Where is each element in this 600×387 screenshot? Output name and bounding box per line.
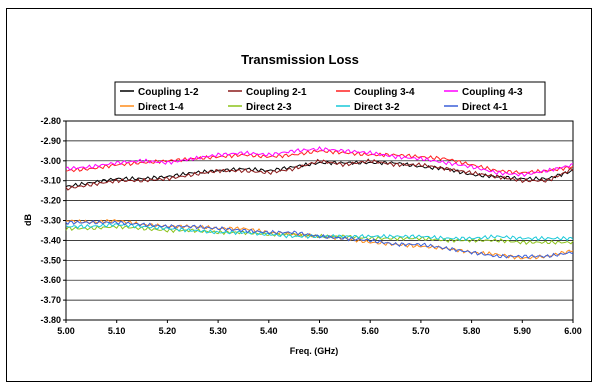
x-tick-label: 5.80	[463, 326, 481, 336]
legend-label: Direct 2-3	[246, 102, 292, 113]
legend-label: Coupling 2-1	[246, 87, 307, 98]
legend-label: Coupling 3-4	[354, 87, 415, 98]
x-tick-label: 5.60	[361, 326, 379, 336]
legend-label: Direct 3-2	[354, 102, 400, 113]
y-tick-label: -2.80	[40, 116, 61, 126]
legend-label: Coupling 4-3	[462, 87, 523, 98]
y-tick-label: -3.80	[40, 315, 61, 325]
series-line-direct-3-2	[65, 222, 574, 242]
chart-title: Transmission Loss	[241, 52, 359, 67]
x-tick-label: 5.00	[57, 326, 75, 336]
x-tick-label: 5.70	[412, 326, 430, 336]
series-line-coupling-3-4	[65, 149, 574, 175]
x-tick-label: 5.40	[260, 326, 278, 336]
series-line-direct-1-4	[65, 218, 574, 260]
legend-label: Coupling 1-2	[138, 87, 199, 98]
series-line-direct-2-3	[65, 224, 574, 245]
y-tick-label: -3.70	[40, 295, 61, 305]
legend-label: Direct 1-4	[138, 102, 184, 113]
legend-label: Direct 4-1	[462, 102, 508, 113]
series-line-direct-4-1	[65, 219, 574, 259]
chart-frame: Transmission Loss Coupling 1-2 Coupling 2…	[6, 8, 592, 382]
x-axis-label: Freq. (GHz)	[290, 346, 339, 356]
x-tick-label: 5.50	[311, 326, 329, 336]
x-tick-label: 5.20	[159, 326, 177, 336]
y-tick-label: -3.30	[40, 216, 61, 226]
line-chart: Transmission Loss Coupling 1-2 Coupling 2…	[23, 52, 582, 356]
series-line-coupling-2-1	[65, 158, 574, 191]
y-tick-label: -3.20	[40, 196, 61, 206]
x-tick-label: 5.90	[514, 326, 532, 336]
series-line-coupling-4-3	[65, 146, 574, 177]
y-tick-label: -3.50	[40, 255, 61, 265]
y-tick-label: -2.90	[40, 136, 61, 146]
y-tick-label: -3.10	[40, 176, 61, 186]
x-tick-label: 5.30	[209, 326, 227, 336]
plot-area: -2.80 -2.90 -3.00 -3.10 -3.20 -3.30 -3.40 -3.50…	[40, 116, 581, 336]
plot-border	[65, 120, 574, 321]
y-tick-label: -3.40	[40, 235, 61, 245]
x-tick-label: 6.00	[564, 326, 582, 336]
y-tick-label: -3.00	[40, 156, 61, 166]
legend: Coupling 1-2 Coupling 2-1 Coupling 3-4 Coup…	[114, 81, 546, 116]
y-tick-label: -3.60	[40, 275, 61, 285]
x-tick-label: 5.10	[108, 326, 126, 336]
legend-box	[114, 81, 546, 116]
y-axis-label: dB	[23, 214, 33, 226]
